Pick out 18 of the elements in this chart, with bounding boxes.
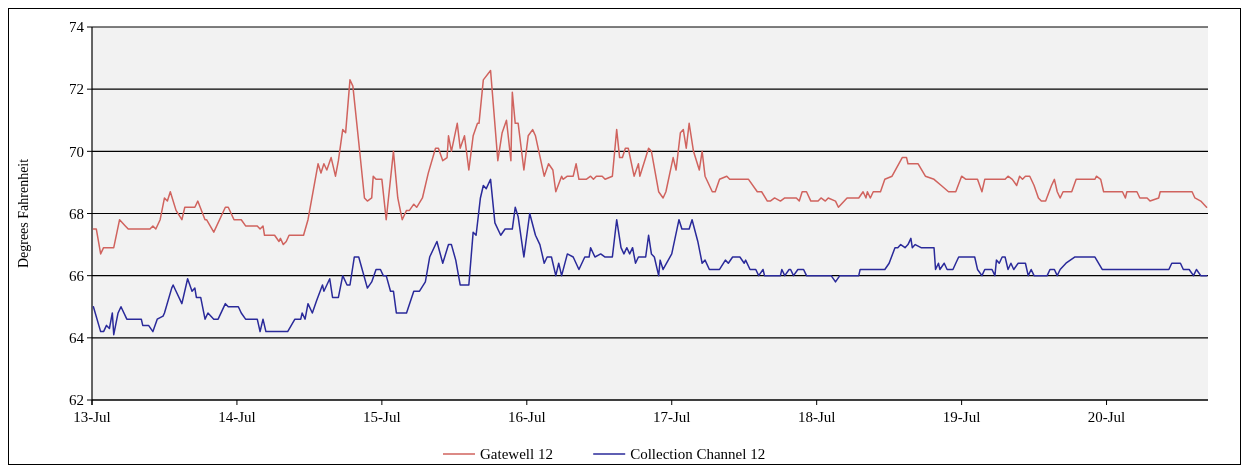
legend-label: Collection Channel 12 [630, 446, 766, 462]
x-tick-label: 14-Jul [218, 409, 256, 425]
x-tick-label: 13-Jul [73, 409, 111, 425]
y-tick-label: 72 [69, 81, 84, 98]
x-tick-label: 17-Jul [652, 409, 691, 425]
x-tick-label: 15-Jul [363, 409, 401, 425]
y-tick-label: 74 [69, 19, 85, 36]
x-tick-label: 20-Jul [1087, 409, 1126, 425]
y-tick-label: 66 [69, 267, 85, 284]
legend-label: Gatewell 12 [480, 446, 553, 462]
x-tick-label: 19-Jul [942, 409, 981, 425]
y-tick-label: 64 [69, 330, 85, 347]
x-tick-label: 18-Jul [797, 409, 836, 425]
y-axis-title: Degrees Fahrenheit [16, 158, 31, 269]
x-tick-label: 16-Jul [508, 409, 546, 425]
y-tick-label: 68 [69, 205, 84, 222]
y-tick-label: 70 [69, 143, 84, 160]
y-tick-label: 62 [69, 392, 84, 409]
